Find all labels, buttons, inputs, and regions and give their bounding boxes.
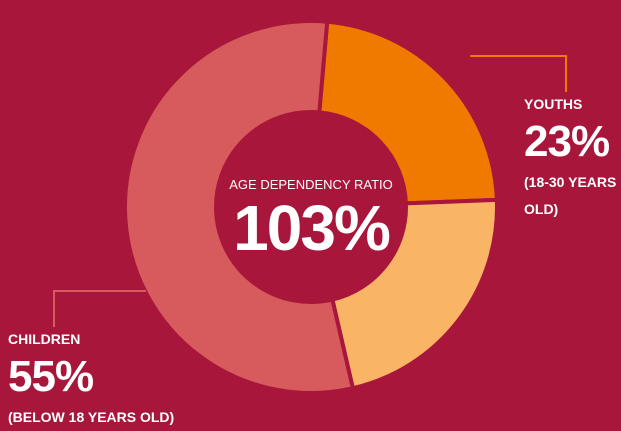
category-label: YOUTHS — [524, 96, 583, 112]
leader-line — [53, 290, 146, 327]
chart-title: AGE DEPENDENCY RATIO — [229, 177, 393, 192]
value-label: 55% — [8, 352, 94, 401]
leader-line — [470, 55, 567, 92]
donut-segment — [329, 197, 499, 391]
description: (BELOW 18 YEARS OLD) — [8, 409, 175, 425]
description: (18-30 YEARS OLD) — [524, 174, 617, 217]
center-label: 103% — [233, 192, 391, 264]
donut-segment — [123, 19, 356, 395]
value-label: 23% — [524, 117, 610, 166]
donut-segment — [317, 19, 499, 206]
category-label: CHILDREN — [8, 331, 81, 347]
